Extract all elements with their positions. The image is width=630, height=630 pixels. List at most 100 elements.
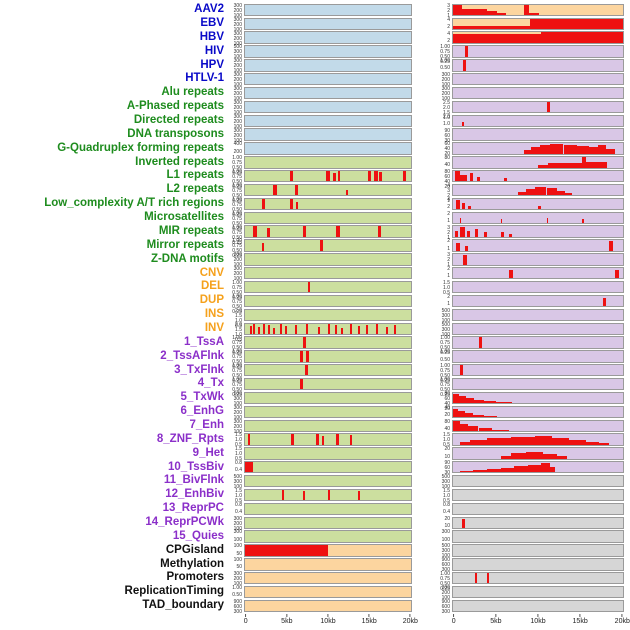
y-tick-label: 200 <box>233 132 242 139</box>
y-tick-label: 0.50 <box>232 303 242 310</box>
y-tick-label: 0.5 <box>235 456 242 463</box>
track-plot-left <box>244 419 412 432</box>
x-tick-mark <box>368 613 370 617</box>
y-tick-label: 0.5 <box>443 442 450 449</box>
y-axis-ticks-left: 300 100 <box>230 530 244 542</box>
track-plot-left <box>244 183 412 197</box>
y-tick-label: 0.4 <box>443 508 450 515</box>
y-tick-label: 200 <box>233 423 242 430</box>
y-tick-label: 1.00 <box>232 584 242 591</box>
y-tick-label: 0.25 <box>232 170 242 177</box>
signal-bar <box>349 435 352 445</box>
y-tick-label: 3 <box>447 252 450 259</box>
y-tick-label: 1.00 <box>232 238 242 245</box>
track-plot-left <box>244 197 412 211</box>
y-axis-ticks-right: 0.8 0.4 <box>412 502 452 515</box>
y-tick-label: 300 <box>233 72 242 79</box>
y-tick-label: 300 <box>233 404 242 411</box>
y-axis-ticks-left: 1.00 0.50 <box>230 584 244 598</box>
y-tick-label: 3 <box>447 224 450 231</box>
y-tick-label: 0.75 <box>232 243 242 250</box>
signal-bar <box>454 230 459 237</box>
track-label: 3_TxFlnk <box>174 363 224 376</box>
y-axis-ticks-left: 300 200 100 <box>230 114 244 129</box>
y-axis-ticks-right: 20 10 <box>412 447 452 459</box>
y-tick-label: 1.0 <box>443 437 450 444</box>
signal-bar <box>303 490 306 501</box>
signal-bar <box>279 323 282 334</box>
y-tick-label: 100 <box>233 428 242 435</box>
y-tick-label: 300 <box>233 2 242 9</box>
signal-bar <box>379 172 382 182</box>
y-tick-label: 60 <box>444 395 450 402</box>
y-tick-label: 2.0 <box>443 104 450 111</box>
signal-bar <box>258 326 261 334</box>
y-axis-ticks-right: 80 60 40 20 <box>412 170 452 190</box>
y-tick-label: 100 <box>233 54 242 61</box>
y-tick-label: 100 <box>233 95 242 102</box>
y-tick-label: 0.5 <box>235 336 242 343</box>
signal-bar <box>473 414 484 418</box>
y-tick-label: 0.25 <box>232 295 242 302</box>
y-axis-ticks-left: 1.00 0.75 0.50 0.25 <box>230 225 244 245</box>
track-label: L1 repeats <box>166 169 224 182</box>
y-tick-label: 300 <box>233 127 242 134</box>
signal-bar <box>500 218 503 223</box>
signal-bar <box>459 471 474 473</box>
y-tick-label: 0.50 <box>232 345 242 352</box>
y-tick-label: 0.25 <box>232 308 242 315</box>
track-plot-left <box>244 31 412 44</box>
y-tick-label: 300 <box>233 529 242 536</box>
y-tick-label: 100 <box>233 543 242 550</box>
y-tick-label: 900 <box>441 557 450 564</box>
track-row: 4_Tx 1.00 0.75 0.50 0.25 1.00 0.75 0.50 0.25 <box>0 377 630 398</box>
signal-bar <box>249 325 252 334</box>
signal-bar <box>464 245 468 251</box>
y-tick-label: 200 <box>233 576 242 583</box>
y-axis-ticks-left: 500 300 100 <box>230 45 244 61</box>
track-label: L2 repeats <box>166 183 224 196</box>
y-tick-label: 3 <box>447 2 450 9</box>
track-plot-right <box>452 280 624 294</box>
y-tick-label: 1.0 <box>235 492 242 499</box>
signal-bar <box>303 226 307 237</box>
signal-bar <box>337 171 341 182</box>
x-tick-mark <box>245 613 247 617</box>
y-tick-label: 2 <box>447 266 450 273</box>
signal-bar <box>273 184 277 196</box>
track-label: Methylation <box>160 557 224 570</box>
signal-bar <box>500 455 511 459</box>
signal-bar <box>517 191 527 196</box>
signal-bar <box>549 467 555 473</box>
signal-bar <box>357 491 361 501</box>
y-tick-label: 0.50 <box>232 206 242 213</box>
track-plot-left <box>244 488 412 502</box>
signal-bar <box>528 12 539 16</box>
track-plot-right <box>452 530 624 543</box>
y-tick-label: 500 <box>233 390 242 397</box>
signal-bar <box>306 323 309 334</box>
y-tick-label: 40 <box>444 404 450 411</box>
track-label: INV <box>204 321 224 334</box>
signal-bar <box>453 421 460 431</box>
signal-bar <box>478 428 493 431</box>
signal-bar <box>319 240 323 251</box>
y-tick-label: 400 <box>233 141 242 148</box>
y-tick-label: 300 <box>233 266 242 273</box>
track-label: DUP <box>199 294 224 307</box>
y-tick-label: 200 <box>233 21 242 28</box>
y-axis-ticks-left: 0.8 0.4 <box>230 461 244 473</box>
track-plot-left <box>244 391 412 405</box>
signal-bar <box>541 32 623 43</box>
y-tick-label: 1.5 <box>235 312 242 319</box>
y-tick-label: 20 <box>444 184 450 191</box>
y-tick-label: 20 <box>444 411 450 418</box>
signal-bar <box>268 324 271 334</box>
track-rows: AAV2 300 200 100 3 2 1 EBV 300 200 100 4 2 HBV 300 200 1… <box>0 2 630 614</box>
y-tick-label: 0.5 <box>235 442 242 449</box>
y-axis-ticks-right: 1.00 0.75 0.50 0.25 <box>412 45 452 65</box>
y-tick-label: 90 <box>444 460 450 467</box>
y-tick-label: 0.75 <box>440 368 450 375</box>
track-plot-left <box>244 142 412 155</box>
track-row: 11_BivFlnk 500 300 100 500 300 100 <box>0 474 630 490</box>
